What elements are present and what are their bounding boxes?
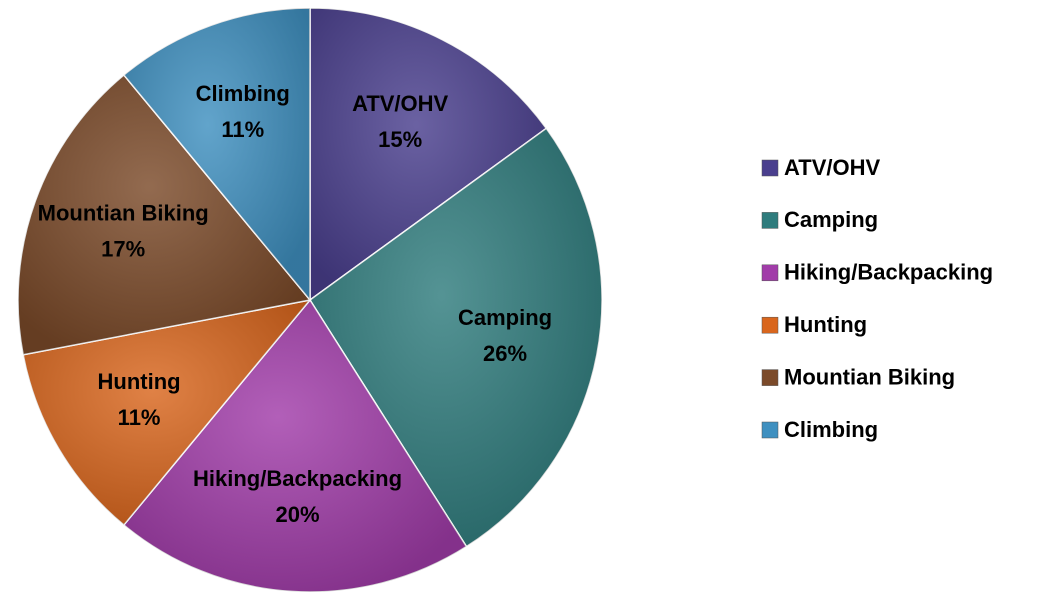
slice-label: Climbing — [196, 81, 290, 106]
slice-value-label: 11% — [118, 405, 161, 430]
slice-value-label: 11% — [221, 117, 264, 142]
slice-value-label: 15% — [378, 127, 422, 152]
legend-label: Hiking/Backpacking — [784, 260, 993, 285]
legend-label: Camping — [784, 207, 878, 232]
legend-swatch — [761, 421, 779, 439]
slice-label: Hunting — [98, 369, 181, 394]
slice-label: ATV/OHV — [352, 91, 448, 116]
legend-label: Mountian Biking — [784, 364, 955, 389]
slice-label: Hiking/Backpacking — [193, 466, 402, 491]
slice-value-label: 17% — [101, 237, 145, 262]
legend-swatch — [761, 212, 779, 229]
legend-swatch — [761, 159, 779, 177]
legend-label: Hunting — [784, 312, 867, 337]
slice-label: Camping — [458, 305, 552, 330]
legend-label: ATV/OHV — [784, 155, 880, 180]
slice-label: Mountian Biking — [38, 201, 209, 226]
slice-value-label: 26% — [483, 341, 527, 366]
slice-value-label: 20% — [276, 502, 320, 527]
legend-swatch — [761, 316, 779, 334]
legend-swatch — [761, 264, 779, 282]
legend-swatch — [761, 369, 779, 386]
legend-label: Climbing — [784, 417, 878, 442]
